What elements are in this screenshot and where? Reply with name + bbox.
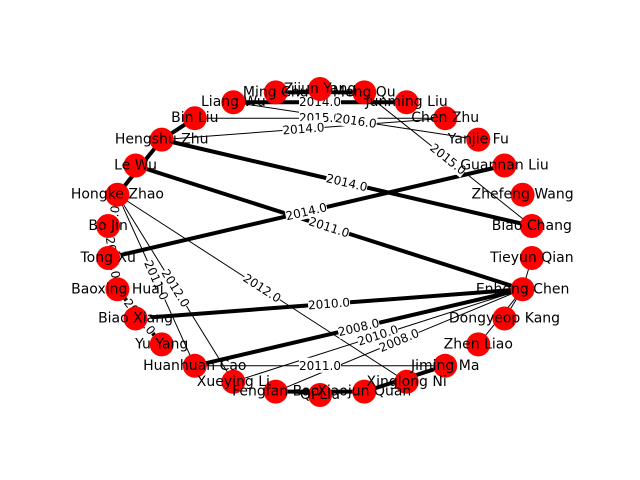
node-label-zijun-yang: Zijun Yang [284,81,357,97]
node-zhen-liao [466,332,491,357]
node-label-junming-liu: Junming Liu [365,94,448,110]
edge-label-background [158,266,194,310]
edge-label-text: 2014.0 [282,120,325,137]
node-baoxing-huai [105,277,130,302]
node-tong-xu [96,245,121,270]
edge-label-text: 2016.0 [334,111,378,131]
edge-label-background [355,321,401,349]
node-label-xiaojun-quan: Xiaojun Quan [317,384,411,400]
node-qi-liu [308,383,332,407]
edge-label: 2016.0 [334,109,378,132]
node-label-dongyeop-kang: Dongyeop Kang [449,311,560,327]
edge-label-background [324,170,370,195]
edge-label-background [307,294,351,313]
node-zijun-yang [308,77,332,101]
edge-label-text: 2014.0 [299,95,341,109]
node-label-guannan-liu: Guannan Liu [460,158,549,174]
node-label-le-wu: Le Wu [114,158,157,174]
node-jiming-ma [433,353,458,378]
edge-label-background [141,257,173,303]
node-xiaojun-quan [352,379,377,404]
node-biao-chang [519,214,544,239]
node-dongyeop-kang [492,306,517,331]
node-label-bo-jin: Bo Jin [88,218,128,234]
node-bo-jin [96,214,121,239]
node-xinglong-ni [394,369,419,394]
node-label-yu-yang: Yu Yang [134,336,188,352]
node-label-huanhuan-cao: Huanhuan Cao [143,358,246,374]
node-tieyun-qian [519,245,544,270]
node-hongke-zhao [105,182,130,207]
node-label-baoxing-huai: Baoxing Huai [71,281,164,297]
edge-label: 2014.0 [281,119,325,138]
node-chen-zhu [433,106,458,131]
node-meng-qu [352,80,377,105]
node-le-wu [123,153,148,178]
node-label-fengfan-bao: Fengfan Bao [232,384,319,400]
node-label-tieyun-qian: Tieyun Qian [489,250,573,266]
node-label-bin-liu: Bin Liu [171,110,218,126]
node-junming-liu [394,90,419,115]
edge-label-background [306,213,352,241]
node-ming-chu [263,80,288,105]
nodes-layer [96,77,544,407]
edge-label-background [284,199,329,224]
node-bin-liu [182,106,207,131]
node-label-zhefeng-wang: Zhefeng Wang [472,187,574,203]
node-label-jiming-ma: Jiming Ma [410,358,479,374]
node-label-hengshu-zhu: Hengshu Zhu [115,132,209,148]
edge-label-background [336,314,381,340]
node-enhong-chen [510,277,535,302]
node-xueying-li [221,369,246,394]
edge-label: 2011.0 [299,357,341,373]
node-label-yanjie-fu: Yanjie Fu [447,132,509,148]
node-label-hongke-zhao: Hongke Zhao [71,187,164,203]
edge-label: 2010.0 [307,294,351,313]
edge-label-background [281,119,325,138]
node-label-tong-xu: Tong Xu [79,250,135,266]
node-label-ming-chu: Ming Chu [243,84,309,100]
node-label-xueying-li: Xueying Li [197,374,270,390]
edge-label-background [334,109,378,132]
edge-label-background [240,270,285,306]
edge-label-background [299,357,341,373]
node-biao-xiang [123,306,148,331]
node-yanjie-fu [466,127,491,152]
node-label-chen-zhu: Chen Zhu [411,110,479,126]
node-label-biao-xiang: Biao Xiang [98,311,173,327]
node-label-enhong-chen: Enhong Chen [476,281,570,297]
node-yu-yang [149,332,174,357]
node-label-xinglong-ni: Xinglong Ni [366,374,446,390]
node-label-qi-liu: Qi Liu [300,387,340,403]
node-hengshu-zhu [149,127,174,152]
node-guannan-liu [492,153,517,178]
node-fengfan-bao [263,379,288,404]
edge-label-background [376,325,422,355]
edge-label-text: 2011.0 [299,359,341,373]
node-zhefeng-wang [510,182,535,207]
node-label-biao-chang: Biao Chang [492,218,572,234]
edge-label-background [299,94,341,110]
node-label-meng-qu: Meng Qu [333,84,396,100]
edge-label-text: 2010.0 [308,295,351,312]
node-label-zhen-liao: Zhen Liao [444,336,513,352]
node-liang-wu [221,90,246,115]
node-label-liang-wu: Liang Wu [201,94,266,110]
edge-label-background [427,139,470,178]
node-huanhuan-cao [182,353,207,378]
edge-label: 2014.0 [299,94,341,110]
